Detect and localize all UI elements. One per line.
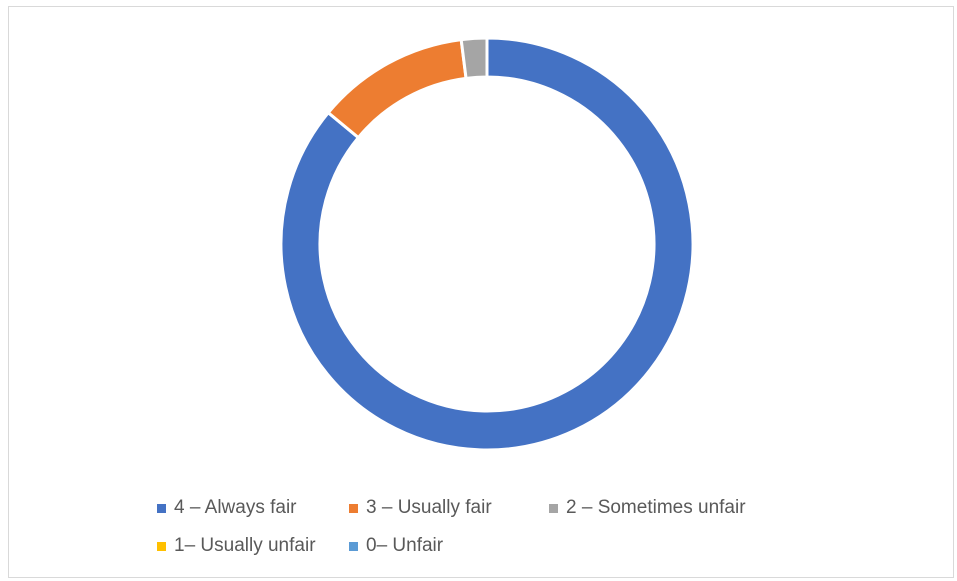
chart-area: 4 – Always fair 3 – Usually fair 2 – Som… bbox=[8, 6, 954, 578]
legend-row-2: 1– Usually unfair 0– Unfair bbox=[157, 527, 917, 565]
legend-item-usually-unfair: 1– Usually unfair bbox=[157, 535, 349, 557]
legend-label-unfair: 0– Unfair bbox=[366, 535, 444, 556]
donut-slice-usually-fair bbox=[326, 37, 468, 140]
donut-slice-sometimes-unfair bbox=[459, 36, 489, 80]
legend-swatch-unfair bbox=[349, 541, 358, 551]
legend-label-always-fair: 4 – Always fair bbox=[174, 497, 297, 518]
donut-slice-always-fair bbox=[279, 36, 695, 452]
legend-swatch-sometimes-unfair bbox=[549, 503, 558, 513]
donut-chart bbox=[279, 36, 695, 452]
legend-item-unfair: 0– Unfair bbox=[349, 535, 443, 557]
legend-swatch-usually-fair bbox=[349, 503, 358, 513]
legend-swatch-always-fair bbox=[157, 503, 166, 513]
legend-swatch-usually-unfair bbox=[157, 541, 166, 551]
legend-label-sometimes-unfair: 2 – Sometimes unfair bbox=[566, 497, 746, 518]
legend-row-1: 4 – Always fair 3 – Usually fair 2 – Som… bbox=[157, 489, 917, 527]
legend-item-sometimes-unfair: 2 – Sometimes unfair bbox=[549, 497, 746, 519]
legend: 4 – Always fair 3 – Usually fair 2 – Som… bbox=[157, 489, 917, 565]
legend-label-usually-fair: 3 – Usually fair bbox=[366, 497, 492, 518]
legend-label-usually-unfair: 1– Usually unfair bbox=[174, 535, 316, 556]
legend-item-always-fair: 4 – Always fair bbox=[157, 497, 349, 519]
legend-item-usually-fair: 3 – Usually fair bbox=[349, 497, 549, 519]
